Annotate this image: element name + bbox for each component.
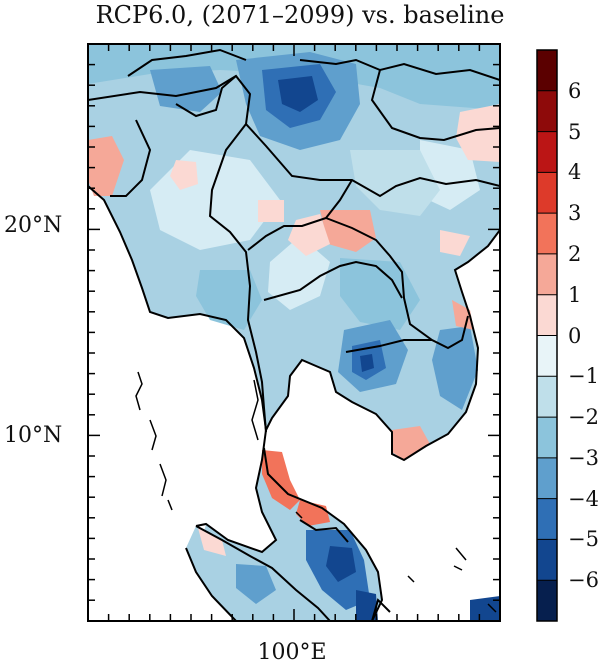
colorbar (536, 49, 558, 622)
anomaly-patches (88, 44, 500, 621)
lat-label-20n: 20°N (4, 213, 63, 238)
colorbar-bin (537, 498, 557, 540)
country-borders (88, 48, 500, 621)
colorbar-bin (537, 335, 557, 377)
colorbar-label: 2 (568, 241, 582, 266)
colorbar-label: −3 (568, 445, 599, 470)
colorbar-label: 5 (568, 119, 582, 144)
colorbar-bin (537, 376, 557, 418)
colorbar-label: −5 (568, 527, 599, 552)
colorbar-label: 4 (568, 160, 582, 185)
colorbar-bin (537, 131, 557, 173)
colorbar-bin (537, 539, 557, 581)
map-title: RCP6.0, (2071–2099) vs. baseline (95, 1, 505, 29)
colorbar-bin (537, 457, 557, 500)
colorbar-bin (537, 172, 557, 214)
colorbar-bin (537, 417, 557, 459)
islands (135, 371, 497, 613)
colorbar-bin (537, 213, 557, 255)
colorbar-label: −4 (568, 486, 599, 511)
land-fill (88, 44, 500, 621)
colorbar-label: 6 (568, 78, 582, 103)
colorbar-bin (537, 50, 557, 92)
gulf-water (290, 362, 388, 470)
colorbar-label: −6 (568, 568, 599, 593)
axis-ticks (87, 43, 500, 622)
colorbar-label: 3 (568, 201, 582, 226)
colorbar-bin (537, 253, 557, 296)
colorbar-label: −2 (568, 405, 599, 430)
colorbar-bin (537, 294, 557, 336)
lon-label-100e: 100°E (257, 640, 327, 665)
colorbar-label: −1 (568, 364, 599, 389)
colorbar-label: 0 (568, 323, 582, 348)
lat-label-10n: 10°N (4, 423, 63, 448)
colorbar-label: 1 (568, 282, 582, 307)
colorbar-bin (537, 90, 557, 133)
colorbar-bin (537, 580, 557, 622)
